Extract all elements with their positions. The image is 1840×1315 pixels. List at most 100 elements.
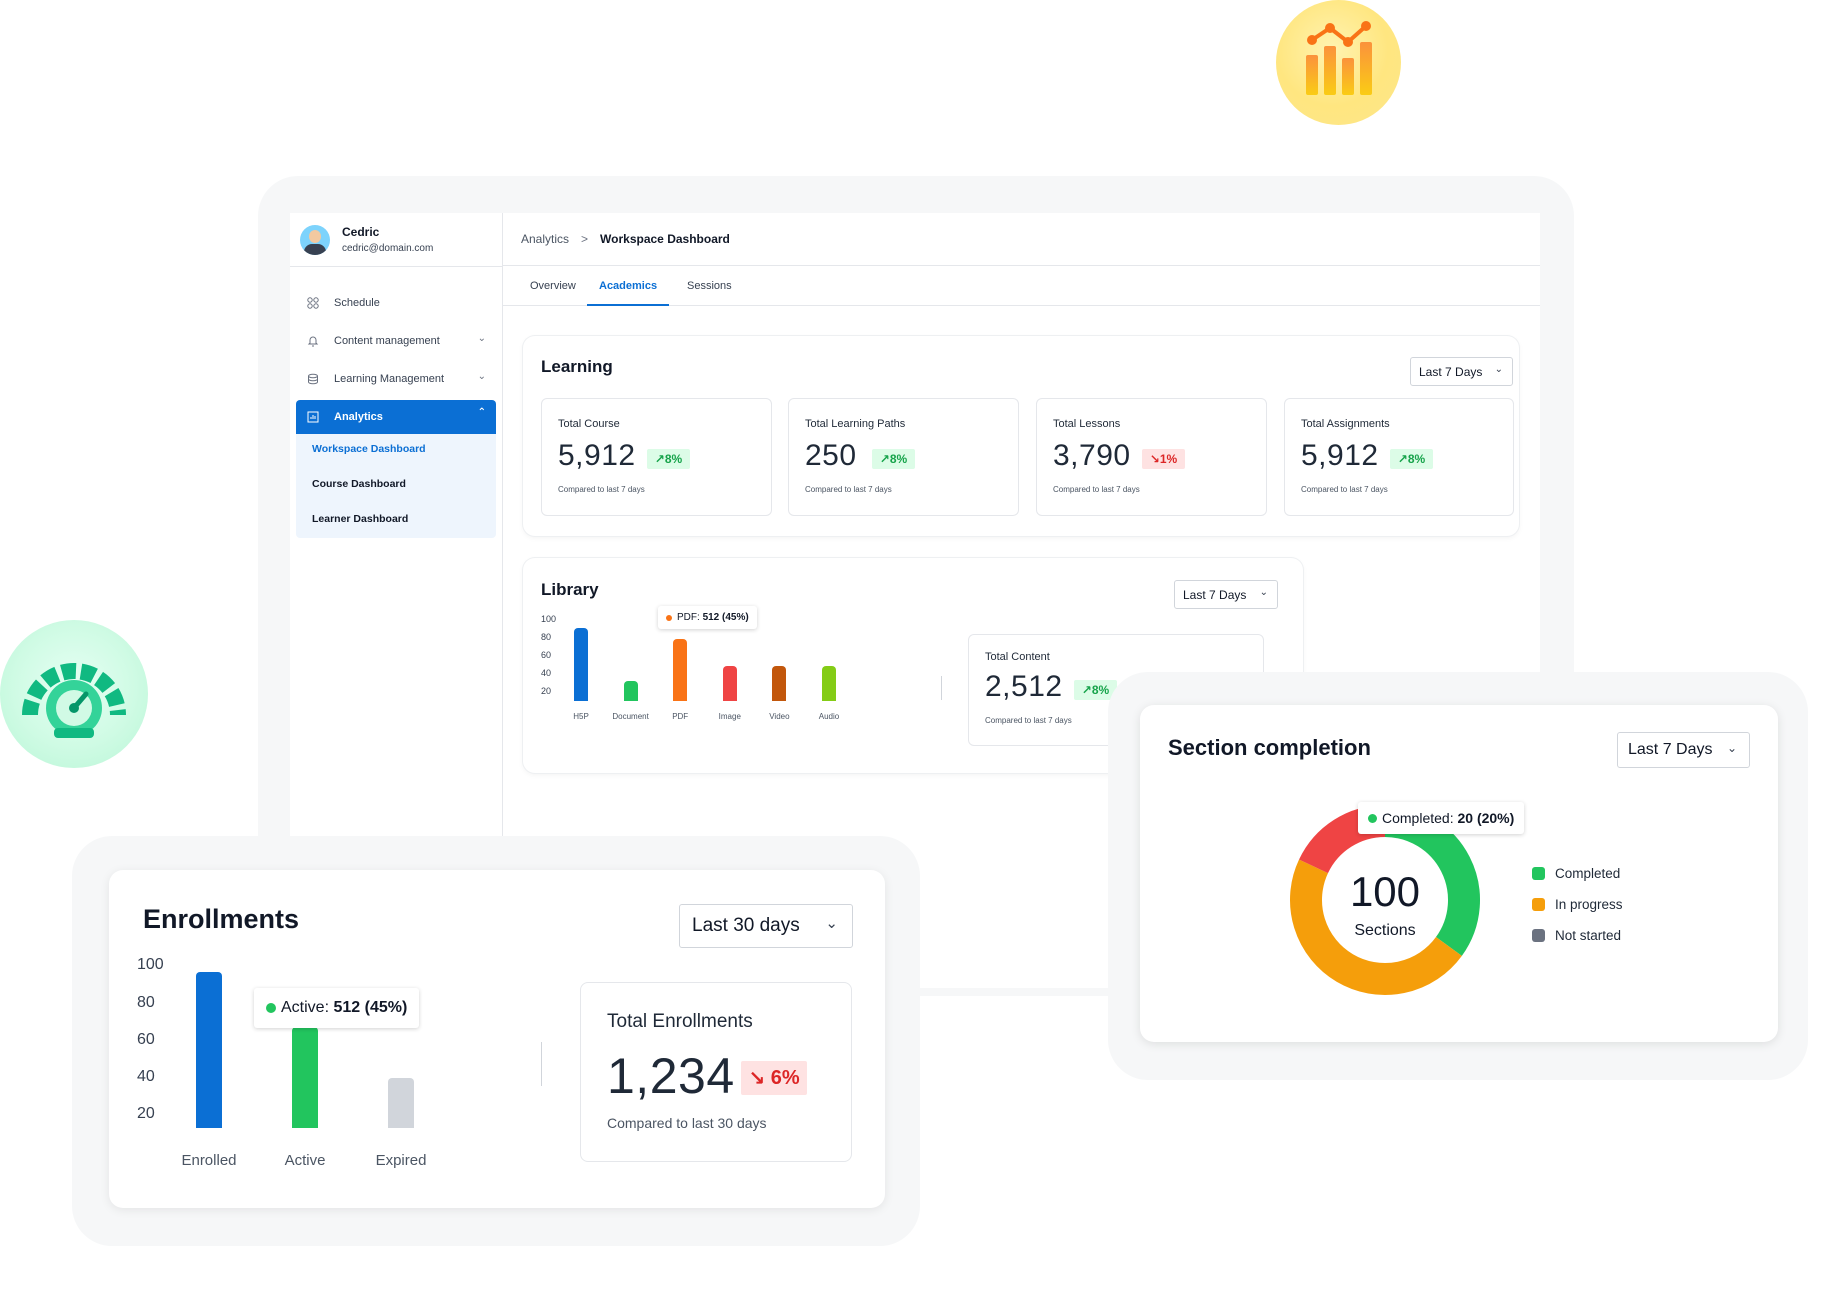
user-email: cedric@domain.com [342,243,434,254]
stat-label: Total Content [985,651,1050,663]
change-badge: ↘ 1% [1142,449,1185,469]
stat-value: 2,512 [985,670,1063,703]
chevron-down-icon: ⌄ [477,333,486,344]
arrow-down-right-icon: ↘ [1149,452,1160,466]
tab-academics[interactable]: Academics [587,267,670,306]
chevron-down-icon: ⌄ [1259,587,1268,598]
enrollments-bar-chart: 100 80 60 40 20 Enrolled Active Expired [109,870,539,1208]
breadcrumb-current: Workspace Dashboard [600,232,730,246]
library-bar-chart: 100 80 60 40 20 H5P Document PDF Image Video Audio [523,558,943,773]
x-axis-label: Active [284,1152,326,1169]
submenu-course-dashboard[interactable]: Course Dashboard [312,478,406,490]
chevron-down-icon: ⌄ [825,915,838,932]
tooltip-dot [1368,813,1377,823]
breadcrumb-analytics[interactable]: Analytics [521,232,570,246]
avatar [300,224,330,255]
stat-label: Total Lessons [1053,418,1121,430]
stat-label: Total Learning Paths [805,418,906,430]
arrow-up-right-icon: ↗ [654,452,665,466]
donut-slice-in-progress[interactable] [1290,859,1462,995]
bar-video[interactable] [772,666,787,701]
enrollments-panel: Enrollments Last 30 days ⌄ 100 80 60 40 20 En… [109,870,885,1208]
chevron-down-icon: ⌄ [1726,741,1737,755]
tab-overview[interactable]: Overview [530,280,576,292]
stat-total-learning-paths: Total Learning Paths 250 ↗ 8% Compared to… [788,398,1019,516]
dropdown-value: Last 7 Days [1628,741,1713,758]
chevron-up-icon: ⌃ [477,407,486,418]
sidebar-item-label: Content management [334,335,440,347]
analytics-submenu: Workspace Dashboard Course Dashboard Lea… [296,434,496,538]
enrollments-tooltip: Active: 512 (45%) [254,988,420,1028]
donut-center-value: 100 [1349,868,1421,915]
change-badge: ↗ 8% [1390,449,1433,469]
bar-active[interactable] [292,1027,318,1128]
stat-note: Compared to last 7 days [1053,485,1140,494]
tooltip-dot [666,614,672,621]
stat-value: 250 [805,439,857,472]
arrow-down-right-icon: ↘ [748,1067,766,1090]
library-title: Library [541,580,599,599]
sidebar-item-learning-management[interactable]: Learning Management ⌄ [296,362,496,396]
learning-title: Learning [541,357,613,376]
legend-in-progress: In progress [1532,897,1623,912]
y-tick-label: 60 [137,1030,155,1048]
stat-value: 1,234 [607,1048,735,1104]
divider [541,1042,542,1086]
x-axis-label: Image [718,712,741,721]
learning-range-dropdown[interactable]: Last 7 Days ⌄ [1410,357,1513,386]
y-tick-label: 60 [541,650,552,661]
stat-label: Total Course [558,418,620,430]
bar-document[interactable] [623,680,638,701]
x-axis-label: Video [769,712,790,721]
bar-expired[interactable] [388,1077,414,1128]
bell-icon [306,334,320,348]
sidebar-item-content-management[interactable]: Content management ⌄ [296,324,496,358]
sidebar-item-schedule[interactable]: Schedule [296,286,496,320]
bar-image[interactable] [722,666,737,701]
breadcrumb: Analytics > Workspace Dashboard [503,213,1540,266]
library-range-dropdown[interactable]: Last 7 Days ⌄ [1174,580,1278,609]
enrollments-title: Enrollments [143,904,300,934]
section-completion-panel: Section completion Last 7 Days ⌄ 100 Sec… [1140,705,1778,1042]
stat-value: 3,790 [1053,439,1131,472]
dropdown-value: Last 7 Days [1419,364,1483,379]
user-profile[interactable]: Cedric cedric@domain.com [300,213,500,266]
section-range-dropdown[interactable]: Last 7 Days ⌄ [1617,732,1750,768]
stat-total-lessons: Total Lessons 3,790 ↘ 1% Compared to last… [1036,398,1267,516]
sidebar-item-analytics[interactable]: Analytics ⌃ [296,400,496,434]
tab-sessions[interactable]: Sessions [687,280,732,292]
bar-chart-icon [1276,0,1401,125]
tab-bar: Overview Academics Sessions [503,267,1540,306]
speedometer-icon [0,620,148,768]
enrollments-range-dropdown[interactable]: Last 30 days ⌄ [679,904,853,948]
bar-pdf[interactable] [673,639,688,701]
analytics-icon [306,410,320,424]
y-tick-label: 80 [541,631,552,642]
legend-swatch [1532,929,1545,942]
arrow-up-right-icon: ↗ [1397,452,1408,466]
stat-value: 5,912 [558,439,636,472]
submenu-learner-dashboard[interactable]: Learner Dashboard [312,513,409,525]
stat-label: Total Enrollments [607,1011,753,1032]
y-tick-label: 100 [541,613,557,624]
dropdown-value: Last 30 days [692,915,800,936]
stat-note: Compared to last 7 days [1301,485,1388,494]
tooltip-dot [266,1003,276,1013]
change-badge: ↗ 8% [647,449,690,469]
bar-enrolled[interactable] [196,971,222,1128]
x-axis-label: Expired [375,1152,427,1169]
submenu-workspace-dashboard[interactable]: Workspace Dashboard [312,443,426,455]
y-tick-label: 20 [137,1105,155,1123]
section-completion-title: Section completion [1168,735,1371,760]
sidebar-divider [290,266,503,267]
bar-h5p[interactable] [574,628,588,701]
chevron-down-icon: ⌄ [1494,364,1503,375]
donut-center-label: Sections [1354,922,1416,939]
sidebar-item-label: Schedule [334,297,380,309]
y-tick-label: 80 [137,993,155,1011]
chevron-down-icon: ⌄ [477,371,486,382]
arrow-up-right-icon: ↗ [1081,683,1092,697]
stat-note: Compared to last 7 days [985,716,1072,725]
y-tick-label: 100 [137,956,164,974]
bar-audio[interactable] [822,666,836,701]
